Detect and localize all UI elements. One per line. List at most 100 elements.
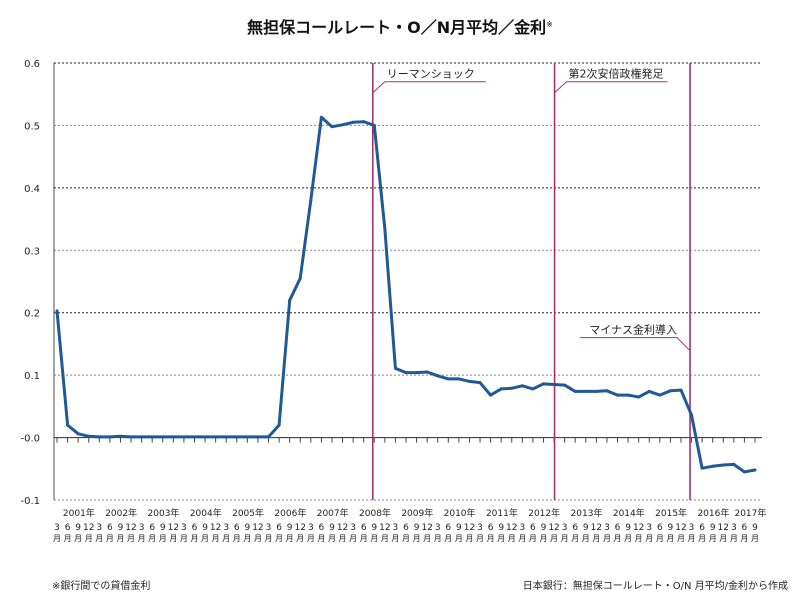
x-month-suffix: 月	[614, 534, 622, 543]
data-point	[489, 393, 493, 397]
data-point	[76, 432, 80, 436]
x-month-label: 9	[498, 523, 504, 533]
x-month-label: 9	[583, 523, 589, 533]
x-month-suffix: 月	[391, 534, 399, 543]
data-point	[150, 435, 154, 439]
annotation-label: 第2次安倍政権発足	[569, 67, 664, 81]
x-month-label: 9	[456, 523, 462, 533]
x-month-suffix: 月	[169, 534, 177, 543]
x-month-label: 3	[308, 523, 314, 533]
x-month-suffix: 月	[730, 534, 738, 543]
annotation-leader-line	[372, 81, 486, 94]
data-point	[140, 435, 144, 439]
x-month-label: 6	[65, 523, 71, 533]
annotation-leader-line	[580, 337, 691, 352]
x-month-suffix: 月	[328, 534, 336, 543]
data-point	[383, 226, 387, 230]
x-month-label: 6	[742, 523, 748, 533]
data-point	[584, 389, 588, 393]
x-month-suffix: 月	[148, 534, 156, 543]
x-month-suffix: 月	[275, 534, 283, 543]
x-month-label: 3	[54, 523, 60, 533]
x-month-suffix: 月	[571, 534, 579, 543]
data-point	[425, 370, 429, 374]
x-month-suffix: 月	[339, 534, 347, 543]
data-point	[161, 435, 165, 439]
x-month-label: 6	[445, 523, 451, 533]
x-year-label: 2012年	[528, 507, 560, 519]
data-point	[351, 120, 355, 124]
data-point	[531, 387, 535, 391]
data-point	[87, 434, 91, 438]
x-month-suffix: 月	[698, 534, 706, 543]
data-point	[245, 435, 249, 439]
x-month-suffix: 月	[243, 534, 251, 543]
x-month-suffix: 月	[487, 534, 495, 543]
x-month-suffix: 月	[307, 534, 315, 543]
source-note: 日本銀行：無担保コールレート・O/N 月平均/金利から作成	[522, 581, 788, 592]
y-tick-label: 0.6	[24, 59, 40, 70]
x-month-label: 9	[414, 523, 420, 533]
x-month-suffix: 月	[254, 534, 262, 543]
x-month-label: 3	[731, 523, 737, 533]
data-point	[637, 395, 641, 399]
x-month-suffix: 月	[201, 534, 209, 543]
data-point	[203, 435, 207, 439]
x-month-label: 6	[530, 523, 536, 533]
annotation-leader-line	[554, 81, 668, 94]
data-point	[235, 435, 239, 439]
x-month-suffix: 月	[529, 534, 537, 543]
x-month-suffix: 月	[740, 534, 748, 543]
x-month-suffix: 月	[550, 534, 558, 543]
x-month-suffix: 月	[180, 534, 188, 543]
data-point	[309, 198, 313, 202]
x-year-label: 2011年	[486, 507, 518, 519]
x-month-label: 6	[572, 523, 578, 533]
x-month-label: 9	[541, 523, 547, 533]
x-month-label: 9	[371, 523, 377, 533]
footnote: ※銀行間での貸借金利	[52, 581, 151, 592]
data-point	[520, 384, 524, 388]
x-year-label: 2014年	[613, 507, 645, 519]
series-line	[55, 115, 756, 474]
data-point	[319, 115, 323, 119]
x-year-label: 2007年	[317, 507, 349, 519]
x-month-suffix: 月	[518, 534, 526, 543]
y-tick-label: 0.4	[24, 184, 40, 195]
x-month-suffix: 月	[212, 534, 220, 543]
x-month-suffix: 月	[719, 534, 727, 543]
data-point	[478, 381, 482, 385]
x-year-label: 2008年	[359, 507, 391, 519]
x-month-suffix: 月	[603, 534, 611, 543]
x-month-label: 3	[604, 523, 610, 533]
data-point	[605, 389, 609, 393]
x-month-suffix: 月	[751, 534, 759, 543]
x-month-suffix: 月	[138, 534, 146, 543]
x-month-label: 9	[668, 523, 674, 533]
data-point	[108, 435, 112, 439]
x-month-suffix: 月	[85, 534, 93, 543]
x-month-label: 9	[244, 523, 250, 533]
x-month-label: 12	[168, 523, 179, 533]
x-month-label: 9	[202, 523, 208, 533]
x-month-suffix: 月	[402, 534, 410, 543]
x-month-label: 12	[718, 523, 729, 533]
x-month-suffix: 月	[497, 534, 505, 543]
x-month-label: 12	[591, 523, 602, 533]
data-point	[552, 383, 556, 387]
x-month-suffix: 月	[666, 534, 674, 543]
x-month-suffix: 月	[444, 534, 452, 543]
y-tick-label: -0.1	[20, 496, 40, 507]
x-month-suffix: 月	[64, 534, 72, 543]
x-month-suffix: 月	[53, 534, 61, 543]
x-month-suffix: 月	[106, 534, 114, 543]
data-point	[415, 371, 419, 375]
data-point	[700, 466, 704, 470]
chart-title: 無担保コールレート・O／N月平均／金利※	[0, 14, 800, 38]
data-point	[55, 309, 59, 313]
x-month-suffix: 月	[582, 534, 590, 543]
x-month-label: 9	[287, 523, 293, 533]
x-month-label: 12	[464, 523, 475, 533]
data-point	[711, 464, 715, 468]
annotation-label: マイナス金利導入	[589, 323, 677, 337]
